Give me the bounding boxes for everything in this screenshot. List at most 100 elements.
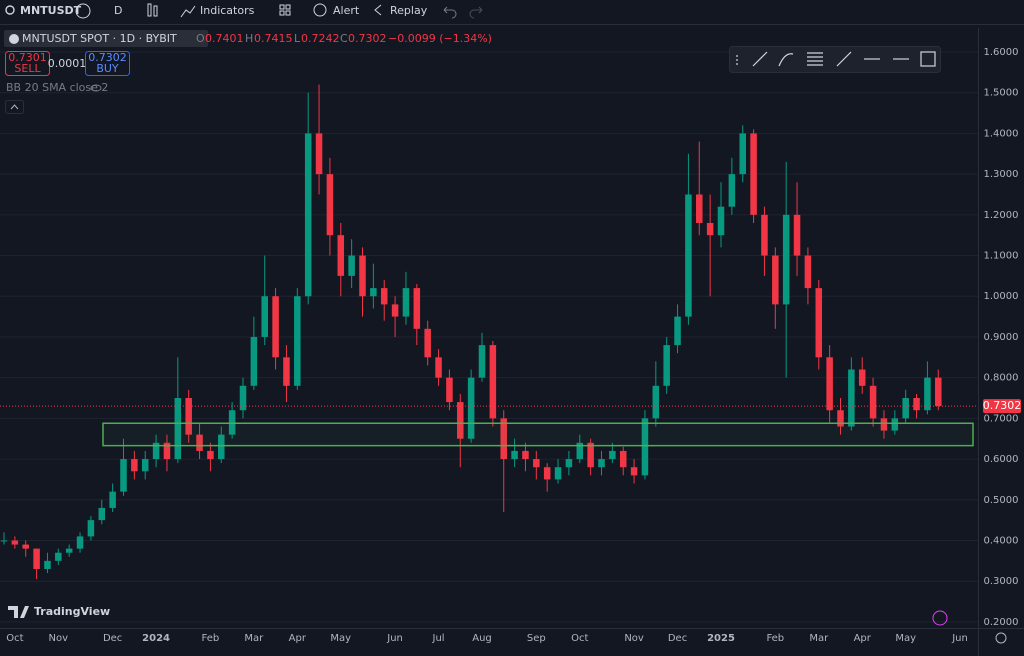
candle-body bbox=[793, 214, 801, 256]
toolbar bbox=[0, 0, 1024, 24]
ohlc-label: L bbox=[294, 32, 301, 45]
candle-body bbox=[152, 442, 160, 460]
x-tick-label: Jun bbox=[951, 633, 968, 644]
x-tick-label: Sep bbox=[527, 633, 546, 644]
interval[interactable]: D bbox=[114, 4, 122, 17]
candle-body bbox=[33, 548, 40, 569]
candle-body bbox=[902, 398, 909, 419]
candle-body bbox=[315, 133, 323, 175]
logo-mark bbox=[8, 606, 29, 618]
candle-body bbox=[380, 288, 388, 305]
x-tick-label: Apr bbox=[854, 633, 872, 644]
candle-body bbox=[98, 507, 106, 521]
rectangle-tool[interactable] bbox=[920, 51, 936, 67]
chart-type-icon[interactable] bbox=[153, 5, 158, 17]
x-tick-label: May bbox=[330, 633, 351, 644]
candle-body bbox=[370, 288, 377, 297]
search-icon[interactable] bbox=[5, 5, 15, 15]
branding: TradingView bbox=[34, 605, 110, 618]
redo[interactable] bbox=[469, 6, 483, 19]
candle-body bbox=[11, 540, 19, 545]
y-tick-label: 0.9000 bbox=[984, 332, 1019, 343]
candle-body bbox=[630, 467, 638, 476]
candle-body bbox=[185, 398, 192, 435]
candle-body bbox=[891, 418, 899, 431]
candle-body bbox=[0, 540, 8, 542]
visibility-toggle[interactable] bbox=[90, 84, 102, 92]
x-tick-label: Dec bbox=[103, 633, 122, 644]
ohlc-value: 0.7415 bbox=[254, 32, 293, 45]
candle-body bbox=[87, 520, 95, 537]
undo[interactable] bbox=[443, 6, 457, 19]
ray-tool[interactable] bbox=[836, 51, 852, 67]
support-zone bbox=[102, 422, 974, 447]
candle-body bbox=[218, 434, 225, 460]
candle-body bbox=[272, 296, 279, 358]
ohlc-value: 0.7302 bbox=[348, 32, 387, 45]
add-symbol[interactable] bbox=[75, 3, 91, 19]
collapse-button[interactable] bbox=[5, 100, 24, 114]
buy-button[interactable] bbox=[85, 51, 130, 76]
candle-body bbox=[76, 536, 84, 549]
alert-button[interactable]: Alert bbox=[333, 4, 360, 17]
candle-body bbox=[207, 450, 214, 460]
x-tick-label: Oct bbox=[6, 633, 23, 644]
candle-body bbox=[435, 357, 442, 378]
layout-icon[interactable] bbox=[279, 10, 285, 16]
fib-tool[interactable] bbox=[807, 52, 823, 66]
ohlc-label: C bbox=[340, 32, 348, 45]
candle-body bbox=[663, 345, 670, 386]
sell-button[interactable] bbox=[5, 51, 50, 76]
candle-body bbox=[848, 369, 855, 427]
candle-body bbox=[294, 296, 301, 386]
y-tick-label: 0.4000 bbox=[984, 535, 1019, 546]
candle-body bbox=[815, 288, 823, 358]
x-tick-label: 2024 bbox=[142, 633, 170, 644]
settings-button[interactable] bbox=[995, 632, 1007, 644]
symbol[interactable]: MNTUSDT bbox=[20, 4, 82, 17]
candle-body bbox=[413, 288, 421, 329]
candle-body bbox=[674, 316, 681, 346]
candle-body bbox=[424, 328, 431, 358]
candle-body bbox=[283, 357, 290, 386]
last-price-tag bbox=[983, 399, 1021, 414]
x-tick-label: Apr bbox=[289, 633, 307, 644]
candle-body bbox=[228, 410, 236, 435]
trend-line-tool[interactable] bbox=[752, 51, 768, 67]
brush-tool[interactable] bbox=[778, 53, 794, 67]
alert-icon[interactable] bbox=[313, 3, 327, 17]
indicator-label[interactable]: BB 20 SMA close 2 bbox=[6, 81, 108, 94]
change: −0.0099 (−1.34%) bbox=[388, 32, 492, 45]
replay-icon[interactable] bbox=[374, 4, 382, 16]
indicators-button[interactable]: Indicators bbox=[200, 4, 255, 17]
candle-body bbox=[239, 385, 247, 411]
x-tick-label: Feb bbox=[202, 633, 220, 644]
x-tick-label: Nov bbox=[624, 633, 644, 644]
replay-button[interactable]: Replay bbox=[390, 4, 428, 17]
x-tick-label: May bbox=[895, 633, 916, 644]
candle-body bbox=[141, 459, 149, 472]
candle-body bbox=[935, 377, 942, 407]
x-tick-label: Mar bbox=[809, 633, 829, 644]
candle-body bbox=[402, 288, 410, 317]
candle-body bbox=[750, 133, 757, 215]
ohlc-value: 0.7242 bbox=[301, 32, 340, 45]
layout-icon[interactable] bbox=[285, 4, 291, 10]
lightning-button[interactable] bbox=[932, 610, 948, 626]
candle-body bbox=[359, 255, 366, 297]
layout-icon[interactable] bbox=[285, 10, 291, 16]
legend-title[interactable]: MNTUSDT SPOT · 1D · BYBIT bbox=[22, 32, 177, 45]
candle-body bbox=[913, 398, 920, 411]
candle-body bbox=[196, 434, 203, 451]
candle-body bbox=[565, 459, 573, 468]
candle-body bbox=[337, 235, 345, 276]
layout-icon[interactable] bbox=[279, 4, 285, 10]
y-tick-label: 1.1000 bbox=[984, 251, 1019, 262]
candle-body bbox=[304, 133, 312, 297]
candle-body bbox=[22, 544, 29, 549]
candle-body bbox=[685, 194, 692, 317]
chart-type-icon[interactable] bbox=[147, 3, 152, 17]
candle-body bbox=[728, 174, 736, 207]
indicators-icon[interactable] bbox=[180, 5, 196, 18]
